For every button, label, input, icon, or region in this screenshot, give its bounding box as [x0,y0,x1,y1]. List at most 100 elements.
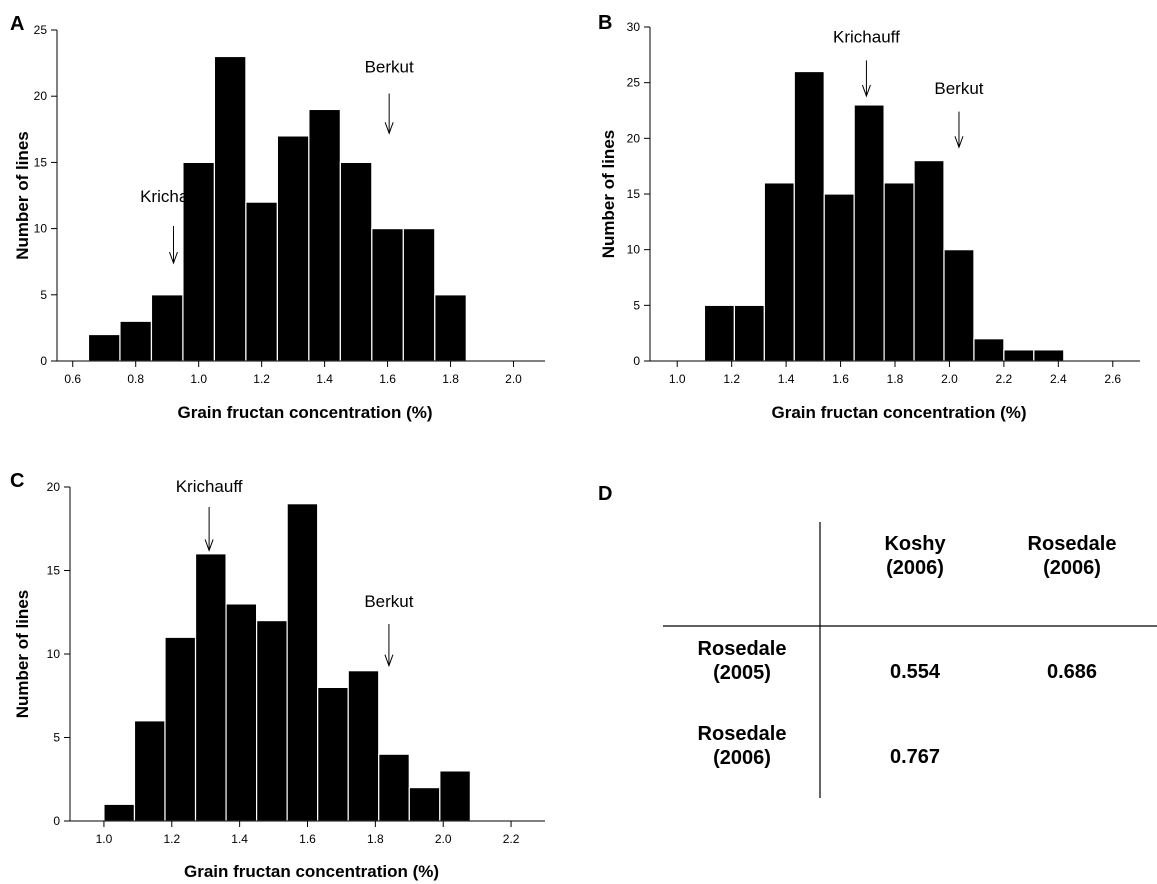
y-tick-label: 20 [47,480,61,494]
histogram-bar [347,670,380,822]
histogram-bar [703,304,735,362]
panel-letter: A [10,13,24,35]
histogram-bar [408,786,441,822]
histogram-bar [256,619,288,822]
y-tick-label: 10 [47,647,61,661]
annotation-arrow-head [954,136,964,149]
y-tick-label: 0 [53,814,60,828]
panel-letter: D [598,483,612,505]
histogram-bar [402,228,436,362]
histogram-panel-a: A 0 5 10 15 20 25 0.6 0.8 1.0 1.2 1.4 1.6 1.8 2.0 Numbe… [10,13,545,422]
x-tick-label: 1.0 [190,372,207,386]
y-tick-label: 5 [53,731,60,745]
histogram-bar [103,803,136,822]
x-tick-label: 2.0 [435,832,452,846]
histogram-bar [823,193,855,362]
y-tick-label: 25 [34,23,48,37]
y-axis-title: Number of lines [599,130,618,258]
histogram-bar [150,294,184,362]
annotation-krichauff: Krichauff [833,28,900,98]
y-tick-label: 30 [627,20,641,34]
x-tick-label: 0.6 [64,372,81,386]
y-tick-label: 15 [47,564,61,578]
histogram-bar [883,182,915,362]
histogram-bar [439,770,471,822]
y-axis-title: Number of lines [13,131,32,259]
histogram-bar [317,686,349,822]
histogram-bar [853,104,885,362]
x-tick-label: 1.4 [778,372,795,386]
annotation-berkut: Berkut [365,57,414,135]
histogram-panel-b: B 0 5 10 15 20 25 30 1.0 1.2 1.4 1.6 1.8 2.0 2.2 2.4 2.6… [598,12,1140,422]
histogram-bar [943,249,975,362]
annotation-label: Krichauff [140,187,207,206]
histogram-bar [973,338,1005,362]
x-tick-label: 0.8 [127,372,144,386]
x-tick-label: 1.2 [723,372,740,386]
annotation-arrow-head [169,251,178,265]
x-tick-label: 1.4 [231,832,248,846]
histogram-bar [733,304,765,362]
histogram-bar [913,160,945,362]
y-axis-title: Number of lines [13,590,32,718]
x-tick-label: 2.2 [996,372,1013,386]
histogram-bar [164,636,197,822]
histogram-bar [276,135,310,362]
x-tick-label: 1.0 [669,372,686,386]
histogram-panel-c: C 0 5 10 15 20 1.0 1.2 1.4 1.6 1.8 2.0 2.2 Number of … [10,470,545,881]
annotation-label: Berkut [365,57,414,76]
histogram-bar [213,55,247,362]
x-tick-label: 1.6 [299,832,316,846]
x-tick-label: 2.0 [941,372,958,386]
x-tick-label: 1.2 [163,832,180,846]
x-tick-label: 1.8 [442,372,459,386]
histogram-bar [245,201,278,362]
histogram-bar [182,161,216,362]
y-tick-label: 0 [633,354,640,368]
panel-letter: B [598,12,612,34]
y-tick-label: 25 [627,76,641,90]
y-tick-label: 15 [627,187,641,201]
x-tick-label: 1.6 [379,372,396,386]
x-tick-label: 1.4 [316,372,333,386]
x-tick-label: 1.8 [367,832,384,846]
annotation-krichauff: Krichauff [140,187,207,265]
histogram-bar [434,294,467,362]
x-axis-title: Grain fructan concentration (%) [771,403,1026,422]
histogram-bar [793,70,825,362]
histogram-bar [119,320,153,362]
y-tick-label: 15 [34,155,48,169]
annotation-berkut: Berkut [364,592,414,668]
histogram-bar [378,753,410,822]
y-tick-label: 10 [627,243,641,257]
y-tick-label: 20 [34,89,48,103]
annotation-arrow-head [861,84,871,98]
histogram-bar [371,228,404,362]
histogram-bar [763,182,795,362]
histogram-bar [225,603,258,822]
x-axis-title: Grain fructan concentration (%) [184,862,439,881]
x-tick-label: 2.6 [1104,372,1121,386]
x-tick-label: 2.4 [1050,372,1067,386]
x-tick-label: 1.8 [887,372,904,386]
x-tick-label: 2.2 [503,832,520,846]
x-tick-label: 1.6 [832,372,849,386]
annotation-berkut: Berkut [934,79,984,149]
x-tick-label: 2.0 [505,372,522,386]
x-axis-title: Grain fructan concentration (%) [177,403,432,422]
histogram-bar [1033,349,1065,362]
annotation-label: Berkut [364,592,413,611]
annotation-label: Krichauff [833,28,900,47]
histogram-bar [308,108,341,362]
annotation-krichauff: Krichauff [176,477,243,552]
annotation-arrow-head [384,654,394,668]
annotation-arrow-head [384,122,394,135]
histogram-bar [1003,349,1035,362]
annotation-label: Berkut [934,79,983,98]
x-tick-label: 1.0 [96,832,113,846]
histogram-bar [339,161,373,362]
annotation-arrow-head [204,539,214,552]
histogram-bar [286,503,319,822]
x-tick-label: 1.2 [253,372,270,386]
